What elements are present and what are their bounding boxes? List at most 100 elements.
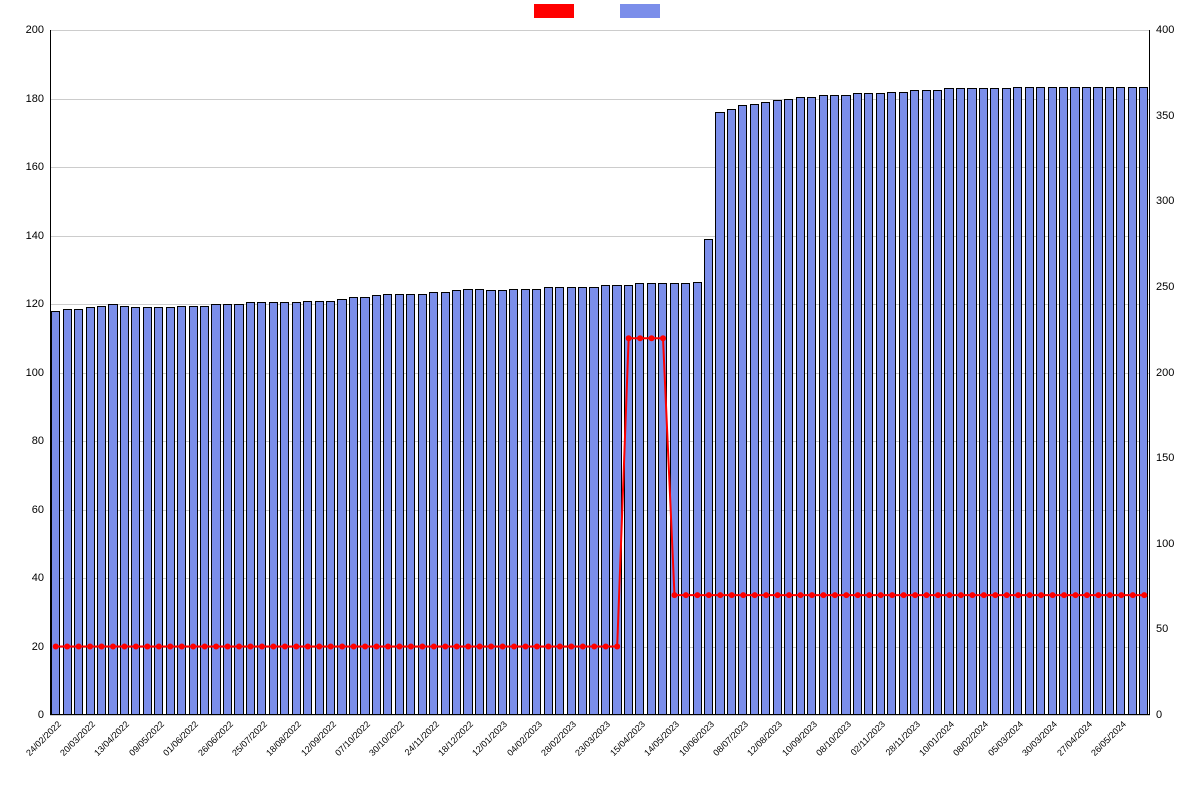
line-marker — [1095, 592, 1101, 598]
line-marker — [843, 592, 849, 598]
y-left-tick: 100 — [26, 367, 50, 379]
line-marker — [568, 644, 574, 650]
line-marker — [339, 644, 345, 650]
line-marker — [362, 644, 368, 650]
line-marker — [156, 644, 162, 650]
line-marker — [912, 592, 918, 598]
line-marker — [190, 644, 196, 650]
line-marker — [603, 644, 609, 650]
y-right-tick: 100 — [1150, 538, 1174, 550]
line-marker — [809, 592, 815, 598]
line-marker — [454, 644, 460, 650]
line-marker — [1118, 592, 1124, 598]
line-marker — [649, 335, 655, 341]
line-marker — [1038, 592, 1044, 598]
line-marker — [969, 592, 975, 598]
line-marker — [763, 592, 769, 598]
line-marker — [637, 335, 643, 341]
line-marker — [465, 644, 471, 650]
line-marker — [202, 644, 208, 650]
line-marker — [740, 592, 746, 598]
line-marker — [248, 644, 254, 650]
line-marker — [408, 644, 414, 650]
line-marker — [213, 644, 219, 650]
chart-legend — [534, 4, 666, 18]
line-marker — [557, 644, 563, 650]
y-left-tick: 80 — [32, 435, 50, 447]
line-marker — [488, 644, 494, 650]
legend-item-line — [534, 4, 580, 18]
line-path — [56, 338, 1145, 646]
y-left-tick: 180 — [26, 93, 50, 105]
line-marker — [99, 644, 105, 650]
y-left-tick: 140 — [26, 230, 50, 242]
line-marker — [431, 644, 437, 650]
line-marker — [316, 644, 322, 650]
line-marker — [946, 592, 952, 598]
line-marker — [523, 644, 529, 650]
y-right-tick: 150 — [1150, 452, 1174, 464]
line-marker — [1141, 592, 1147, 598]
y-left-tick: 0 — [38, 709, 50, 721]
x-tick-label: 24/02/2022 — [24, 719, 63, 758]
line-marker — [477, 644, 483, 650]
y-left-tick: 40 — [32, 572, 50, 584]
y-right-tick: 400 — [1150, 24, 1174, 36]
line-marker — [1130, 592, 1136, 598]
legend-item-bar — [620, 4, 666, 18]
line-marker — [786, 592, 792, 598]
line-marker — [1084, 592, 1090, 598]
y-left-tick: 200 — [26, 24, 50, 36]
line-marker — [935, 592, 941, 598]
line-marker — [396, 644, 402, 650]
y-left-tick: 120 — [26, 298, 50, 310]
line-marker — [1050, 592, 1056, 598]
line-marker — [591, 644, 597, 650]
line-marker — [419, 644, 425, 650]
y-axis-left — [50, 30, 51, 715]
line-marker — [878, 592, 884, 598]
line-marker — [694, 592, 700, 598]
line-marker — [259, 644, 265, 650]
line-marker — [351, 644, 357, 650]
line-marker — [293, 644, 299, 650]
line-marker — [924, 592, 930, 598]
line-marker — [236, 644, 242, 650]
legend-swatch-line — [534, 4, 574, 18]
y-left-tick: 20 — [32, 641, 50, 653]
line-marker — [729, 592, 735, 598]
line-marker — [775, 592, 781, 598]
line-marker — [64, 644, 70, 650]
line-marker — [626, 335, 632, 341]
y-left-tick: 160 — [26, 161, 50, 173]
line-marker — [76, 644, 82, 650]
line-marker — [87, 644, 93, 650]
line-marker — [660, 335, 666, 341]
y-right-tick: 300 — [1150, 195, 1174, 207]
line-marker — [282, 644, 288, 650]
line-marker — [1015, 592, 1021, 598]
line-marker — [958, 592, 964, 598]
line-marker — [1107, 592, 1113, 598]
line-marker — [225, 644, 231, 650]
line-marker — [901, 592, 907, 598]
line-marker — [683, 592, 689, 598]
line-marker — [614, 644, 620, 650]
line-marker — [121, 644, 127, 650]
line-marker — [385, 644, 391, 650]
y-right-tick: 50 — [1150, 623, 1168, 635]
line-marker — [1073, 592, 1079, 598]
line-marker — [992, 592, 998, 598]
line-marker — [167, 644, 173, 650]
line-marker — [328, 644, 334, 650]
line-marker — [534, 644, 540, 650]
line-marker — [671, 592, 677, 598]
line-marker — [500, 644, 506, 650]
line-marker — [1027, 592, 1033, 598]
plot-area: 0204060801001201401601802000501001502002… — [50, 30, 1150, 715]
line-marker — [580, 644, 586, 650]
line-marker — [270, 644, 276, 650]
line-marker — [144, 644, 150, 650]
line-marker — [1004, 592, 1010, 598]
line-marker — [1061, 592, 1067, 598]
